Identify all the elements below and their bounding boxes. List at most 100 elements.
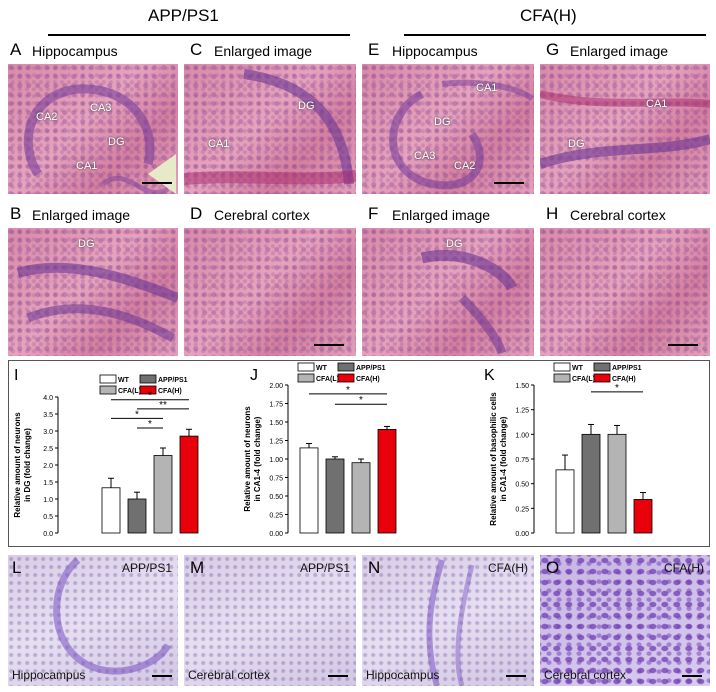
legend-label-k: CFA(H) bbox=[612, 376, 636, 383]
panel-letter-a: A bbox=[10, 40, 22, 59]
legend-swatch-j bbox=[337, 373, 355, 383]
legend-swatch-j bbox=[297, 373, 315, 383]
legend-label-i: CFA(H) bbox=[158, 388, 182, 395]
bar-i-2 bbox=[153, 455, 173, 534]
image-panel-e: CA1 DG CA3 CA2 bbox=[362, 64, 534, 194]
annotation-a-ca3: CA3 bbox=[90, 102, 112, 114]
chart-ytick-label-k: 1.00 bbox=[515, 432, 529, 439]
legend-swatch-k bbox=[593, 373, 611, 383]
bar-k-2 bbox=[607, 433, 627, 534]
scale-bar-l bbox=[152, 675, 172, 677]
bar-i-3 bbox=[179, 435, 199, 534]
legend-label-j: CFA(L) bbox=[316, 376, 339, 383]
hippocampus-shape-n bbox=[426, 559, 475, 686]
group-rule-app-ps1 bbox=[48, 34, 350, 36]
legend-label-j: WT bbox=[316, 365, 328, 372]
bar-j-0 bbox=[299, 447, 319, 534]
panel-title-g: Enlarged image bbox=[570, 43, 669, 59]
chart-ylabel-k: Relative amount of basophilic cellsin CA… bbox=[489, 392, 508, 526]
image-panel-f: DG bbox=[362, 228, 534, 356]
hippocampus-shape-e bbox=[389, 79, 534, 190]
legend-swatch-k bbox=[553, 362, 571, 372]
chart-ytick-label-k: 0.75 bbox=[515, 457, 529, 464]
panel-title-d: Cerebral cortex bbox=[214, 207, 310, 223]
top-label-o: CFA(H) bbox=[664, 561, 704, 575]
chart-ytick-label-i: 0.5 bbox=[43, 514, 53, 521]
legend-swatch-i bbox=[99, 385, 117, 395]
chart-ytick-label-j: 1.75 bbox=[269, 402, 283, 409]
panel-letter-o: O bbox=[546, 558, 560, 577]
bar-k-0 bbox=[555, 469, 575, 534]
chart-ylabel-i: Relative amount of neuronsin DG (fold ch… bbox=[13, 412, 32, 518]
bar-k-3 bbox=[633, 499, 653, 534]
panel-letter-l: L bbox=[12, 558, 22, 577]
chart-ytick-label-i: 2.5 bbox=[43, 446, 53, 453]
chart-letter-i: I bbox=[14, 367, 18, 384]
annotation-c-dg: DG bbox=[298, 100, 315, 112]
dg-band-g bbox=[540, 90, 710, 169]
chart-ytick-label-j: 2.00 bbox=[269, 383, 283, 390]
annotation-c-ca1: CA1 bbox=[208, 138, 230, 150]
bar-i-1 bbox=[127, 498, 147, 534]
top-label-n: CFA(H) bbox=[488, 561, 528, 575]
legend-swatch-i bbox=[139, 385, 157, 395]
legend-label-j: CFA(H) bbox=[356, 376, 380, 383]
image-panel-a: CA3 CA2 DG CA1 bbox=[8, 64, 178, 194]
chart-letter-k: K bbox=[484, 367, 495, 384]
dg-band-f bbox=[420, 249, 517, 355]
annotation-g-dg: DG bbox=[568, 138, 585, 150]
chart-ytick-label-j: 1.50 bbox=[269, 420, 283, 427]
legend-label-k: CFA(L) bbox=[572, 376, 595, 383]
panel-letter-c: C bbox=[190, 40, 203, 59]
group-title-cfa-h: CFA(H) bbox=[520, 6, 577, 25]
panel-letter-e: E bbox=[368, 40, 380, 59]
chart-ytick-label-j: 1.00 bbox=[269, 457, 283, 464]
group-rule-cfa-h bbox=[404, 34, 706, 36]
charts-frame bbox=[8, 360, 710, 547]
significance-label-k: * bbox=[615, 383, 619, 394]
panel-letter-g: G bbox=[546, 40, 560, 59]
top-label-l: APP/PS1 bbox=[121, 561, 172, 575]
panel-letter-b: B bbox=[10, 204, 22, 223]
legend-label-i: WT bbox=[118, 377, 130, 384]
significance-label-i: * bbox=[148, 419, 152, 430]
bottom-label-l: Hippocampus bbox=[12, 668, 86, 682]
legend-label-j: APP/PS1 bbox=[356, 365, 386, 372]
legend-swatch-k bbox=[553, 373, 571, 383]
panel-title-f: Enlarged image bbox=[392, 207, 491, 223]
scale-bar-n bbox=[506, 675, 526, 677]
chart-ytick-label-i: 0.0 bbox=[43, 531, 53, 538]
panel-title-a: Hippocampus bbox=[32, 43, 118, 59]
annotation-a-ca1: CA1 bbox=[76, 160, 98, 172]
significance-label-i: * bbox=[148, 391, 152, 402]
scale-bar-h bbox=[668, 344, 698, 346]
significance-label-i: * bbox=[135, 409, 139, 420]
bar-charts: I Relative amount of neuronsin DG (fold c… bbox=[13, 362, 653, 538]
annotation-a-dg: DG bbox=[108, 136, 125, 148]
panel-letter-h: H bbox=[546, 204, 559, 223]
panel-title-h: Cerebral cortex bbox=[570, 207, 666, 223]
chart-ytick-label-j: 0.00 bbox=[269, 531, 283, 538]
chart-ytick-label-k: 1.25 bbox=[515, 408, 529, 415]
legend-label-i: APP/PS1 bbox=[158, 377, 188, 384]
significance-label-i: ** bbox=[159, 400, 167, 411]
chart-ytick-label-i: 1.0 bbox=[43, 497, 53, 504]
scale-bar-d bbox=[314, 344, 344, 346]
scale-bar-a bbox=[142, 182, 172, 184]
image-panel-n: CFA(H) Hippocampus bbox=[362, 555, 534, 686]
scale-bar-m bbox=[328, 675, 348, 677]
group-title-app-ps1: APP/PS1 bbox=[148, 6, 219, 25]
image-panel-c: DG CA1 bbox=[184, 64, 356, 194]
bar-j-2 bbox=[351, 462, 371, 534]
image-panel-h bbox=[540, 228, 710, 356]
annotation-e-ca1: CA1 bbox=[476, 82, 498, 94]
legend-swatch-k bbox=[593, 362, 611, 372]
annotation-e-ca3: CA3 bbox=[414, 150, 436, 162]
annotation-e-dg: DG bbox=[434, 116, 451, 128]
scale-bar-o bbox=[682, 675, 702, 677]
chart-ytick-label-j: 0.50 bbox=[269, 494, 283, 501]
legend-swatch-i bbox=[139, 374, 157, 384]
bottom-label-m: Cerebral cortex bbox=[188, 668, 271, 682]
chart-ylabel-j: Relative amount of neuronsin CA1-4 (fold… bbox=[243, 406, 262, 512]
bottom-label-n: Hippocampus bbox=[366, 668, 440, 682]
